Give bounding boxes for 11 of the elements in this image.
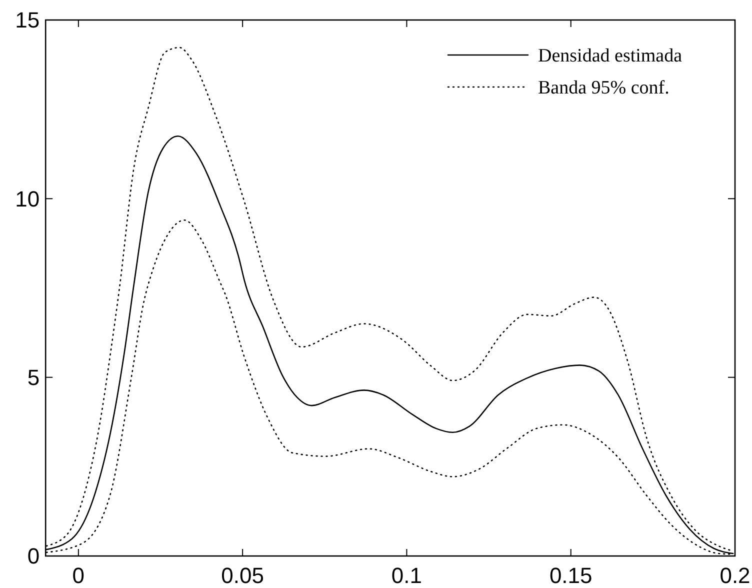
y-tick-label: 15: [15, 8, 40, 33]
x-tick-label: 0.15: [549, 563, 592, 588]
legend-label: Banda 95% conf.: [538, 78, 670, 99]
y-tick-label: 5: [27, 365, 40, 390]
y-tick-label: 10: [15, 186, 40, 212]
x-tick-label: 0.2: [720, 563, 750, 588]
legend-label: Densidad estimada: [538, 46, 683, 67]
x-tick-label: 0.05: [221, 563, 264, 588]
x-tick-label: 0.1: [391, 563, 422, 588]
x-tick-label: 0: [72, 563, 85, 588]
y-tick-label: 0: [27, 544, 40, 569]
